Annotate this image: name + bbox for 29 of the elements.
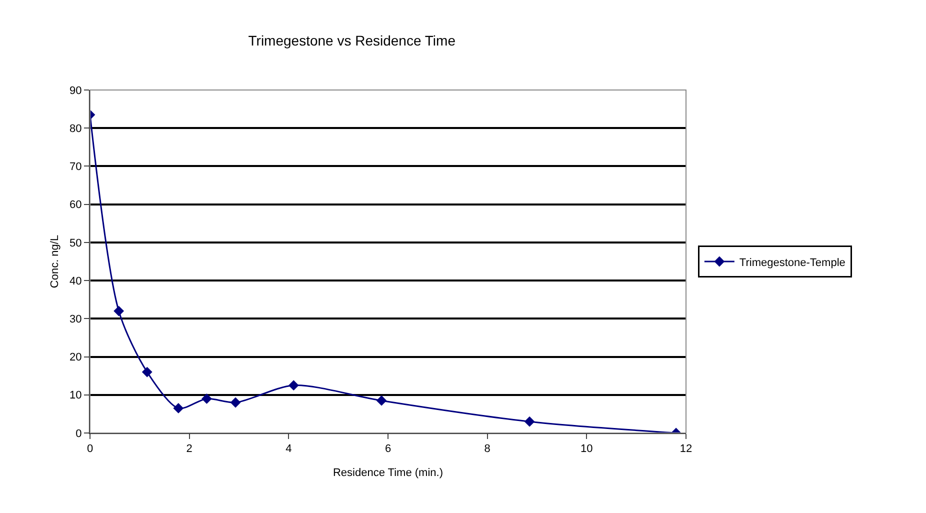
y-tick-label: 30 xyxy=(70,314,82,326)
y-tick-label: 0 xyxy=(76,428,82,440)
point xyxy=(288,380,299,391)
y-tick-label: 20 xyxy=(70,352,82,364)
y-axis-title: Conc. ng/L xyxy=(49,234,61,288)
x-tick-label: 6 xyxy=(384,443,392,456)
chart-title: Trimegestone vs Residence Time xyxy=(248,32,456,49)
point xyxy=(114,306,124,316)
y-tick-label: 60 xyxy=(70,199,82,212)
x-tick-label: 0 xyxy=(86,443,94,456)
y-tick-label: 10 xyxy=(70,390,82,402)
point xyxy=(376,395,387,406)
x-axis-title: Residence Time (min.) xyxy=(332,467,444,479)
x-tick-label: 2 xyxy=(186,443,192,456)
y-tick-label: 80 xyxy=(70,122,82,135)
point xyxy=(202,394,212,404)
x-tick-label: 10 xyxy=(580,443,593,456)
y-tick-label: 70 xyxy=(70,161,82,174)
y-tick-label: 90 xyxy=(70,84,82,97)
legend-label: Trimegestone-Temple xyxy=(739,256,846,269)
x-tick-label: 4 xyxy=(286,443,292,456)
x-tick-label: 8 xyxy=(484,443,490,456)
point xyxy=(524,416,535,427)
y-tick-label: 40 xyxy=(70,275,82,288)
x-tick-label: 12 xyxy=(680,443,692,456)
point xyxy=(142,366,152,378)
point xyxy=(173,403,184,414)
y-tick-label: 50 xyxy=(70,237,82,250)
point xyxy=(230,397,241,408)
